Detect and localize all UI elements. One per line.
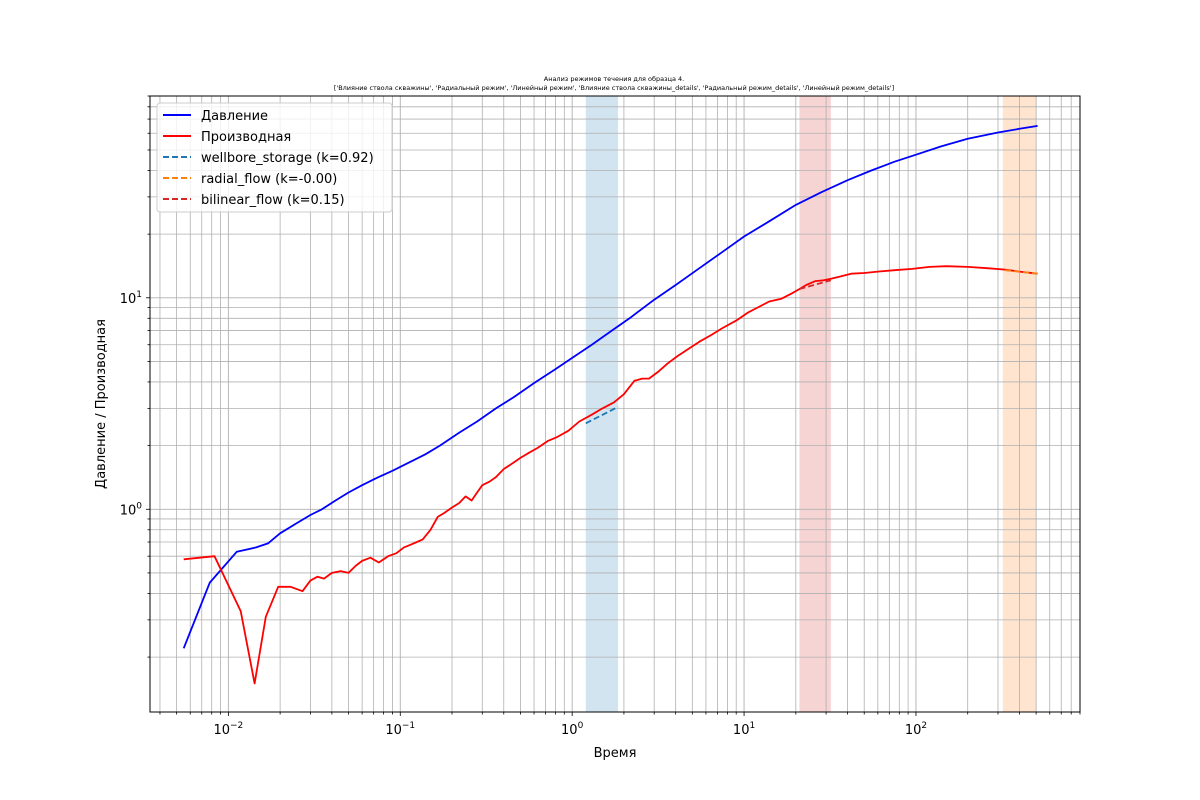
y-axis-label: Давление / Производная [94,319,109,489]
legend-label-radial-flow: radial_flow (k=-0.00) [201,172,337,187]
legend-label-wellbore-storage: wellbore_storage (k=0.92) [201,151,374,166]
series-line-3 [1005,269,1038,275]
legend: Давление Производная wellbore_storage (k… [156,102,393,213]
series [182,125,1038,685]
x-tick-label: 100 [561,721,584,738]
x-tick-label: 102 [905,721,927,738]
plot-area [146,95,1081,716]
axis-ticks [146,95,1081,716]
legend-label-pressure: Давление [201,109,268,124]
axes-frame [149,95,1081,713]
x-tick-label: 10−1 [385,721,415,738]
legend-label-derivative: Производная [201,130,291,145]
x-tick-label: 101 [733,721,755,738]
chart-title: Анализ режимов течения для образца 4. [544,75,685,83]
y-tick-label: 101 [120,290,142,307]
legend-box [156,102,393,213]
x-tick-label: 10−2 [213,721,243,738]
series-line-1 [183,265,1038,685]
x-axis-label: Время [594,746,637,761]
legend-label-bilinear-flow: bilinear_flow (k=0.15) [201,193,345,208]
chart-subtitle: ['Влияние ствола скважины', 'Радиальный … [334,84,894,92]
y-tick-label: 100 [120,501,143,518]
series-line-0 [182,125,1038,649]
series-line-2 [585,406,619,425]
series-line-4 [799,279,832,290]
region-band-1 [799,96,831,712]
